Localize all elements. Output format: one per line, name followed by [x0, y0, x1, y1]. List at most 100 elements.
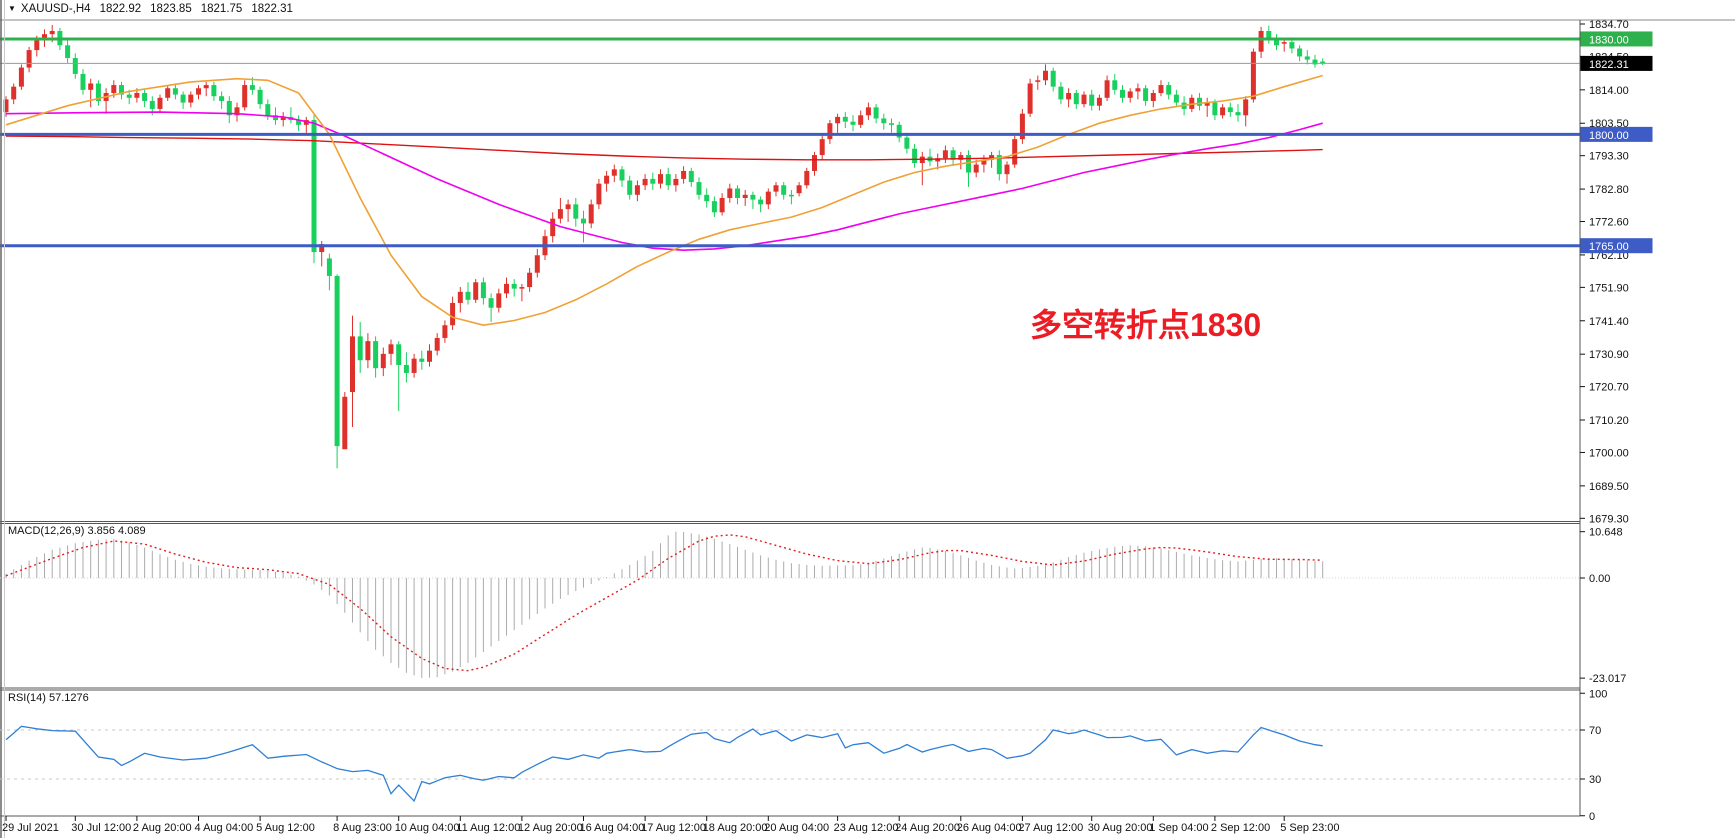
candle	[1250, 51, 1256, 100]
candle	[1289, 42, 1295, 49]
price-level-badge[interactable]	[1580, 126, 1653, 142]
candle	[419, 358, 425, 362]
candle	[473, 282, 479, 300]
candle	[1204, 102, 1210, 106]
time-tick-label: 20 Aug 04:00	[764, 822, 829, 834]
candle	[650, 178, 656, 184]
candle	[581, 218, 586, 224]
candle	[427, 350, 432, 362]
candle	[1189, 97, 1195, 109]
price-level-badge[interactable]	[1580, 31, 1653, 47]
symbol-dropdown-icon[interactable]: ▼	[8, 3, 16, 13]
candle	[1227, 107, 1233, 113]
time-axis[interactable]: 29 Jul 2021 30 Jul 12:00 2 Aug 20:00 4 Aug …	[2, 816, 1340, 834]
candle	[1050, 70, 1056, 87]
candle	[665, 174, 671, 186]
time-tick-label: 24 Aug 20:00	[895, 822, 960, 834]
rsi-tick-label: 70	[1589, 725, 1601, 737]
candle	[511, 283, 517, 289]
candle	[1012, 139, 1018, 165]
candle	[950, 150, 956, 160]
price-level-badge[interactable]	[1580, 238, 1653, 254]
ma-fast-line	[5, 74, 1323, 327]
price-tick-label: 1793.30	[1589, 151, 1629, 163]
candle	[981, 159, 987, 165]
candle	[1243, 99, 1249, 116]
candle	[1143, 88, 1149, 101]
time-tick-label: 2 Sep 12:00	[1211, 822, 1270, 834]
price-level-badge-text: 1822.31	[1589, 59, 1629, 71]
rsi-axis: 100 70 30 0	[1580, 688, 1607, 823]
ohlc-open: 1822.92	[99, 3, 142, 15]
candle	[1058, 86, 1064, 100]
ma-slow-line	[5, 135, 1323, 161]
macd-histogram	[5, 531, 1324, 679]
candle	[896, 124, 902, 138]
candle	[973, 164, 979, 173]
chart-title-bar: ▼ XAUUSD-,H4 1822.92 1823.85 1821.75 182…	[8, 3, 293, 15]
candle	[111, 85, 117, 94]
candle	[819, 139, 825, 156]
macd-tick-label: 10.648	[1589, 527, 1623, 539]
price-axis[interactable]: 1834.701824.501814.001803.501793.301782.…	[1580, 19, 1653, 525]
candle	[942, 150, 948, 159]
price-tick-label: 1772.60	[1589, 217, 1629, 229]
candle	[1027, 83, 1033, 114]
candle	[1150, 93, 1156, 101]
candle	[311, 120, 317, 253]
candle	[357, 336, 363, 361]
candle	[234, 107, 240, 116]
candle	[658, 174, 663, 184]
candle	[604, 175, 610, 184]
candle	[88, 83, 94, 90]
candle	[457, 291, 463, 303]
candle	[1104, 80, 1110, 98]
candle	[296, 120, 302, 125]
candle	[889, 123, 894, 125]
time-tick-label: 26 Aug 04:00	[957, 822, 1022, 834]
candle	[365, 341, 371, 361]
candle	[504, 283, 509, 294]
time-tick-label: 11 Aug 12:00	[456, 822, 520, 834]
price-tick-label: 1741.40	[1589, 316, 1629, 328]
candle	[865, 107, 871, 116]
candle	[858, 115, 864, 125]
rsi-panel[interactable]	[0, 725, 1580, 803]
macd-axis: 10.648 0.00 -23.017	[1580, 527, 1626, 685]
time-tick-label: 4 Aug 04:00	[195, 822, 254, 834]
main-chart-panel[interactable]	[3, 24, 1326, 469]
macd-tick-label: -23.017	[1589, 673, 1626, 685]
price-tick-label: 1730.90	[1589, 349, 1629, 361]
price-tick-label: 1679.30	[1589, 513, 1629, 525]
candle	[1043, 70, 1048, 81]
price-tick-label: 1782.80	[1589, 184, 1629, 196]
candle	[1266, 30, 1272, 39]
macd-panel[interactable]	[0, 531, 1580, 679]
candle	[611, 169, 617, 176]
candle	[380, 353, 386, 369]
annotation-text: 多空转折点1830	[1030, 307, 1262, 343]
candle	[996, 155, 1002, 175]
candle	[1112, 80, 1118, 90]
candle	[188, 94, 194, 103]
candle	[842, 116, 848, 122]
candle	[411, 358, 417, 373]
candle	[619, 169, 625, 181]
candle	[550, 218, 556, 237]
candle	[326, 258, 332, 276]
candle	[134, 93, 140, 98]
candle	[750, 194, 756, 200]
candle	[342, 396, 348, 450]
candle	[804, 170, 810, 186]
time-tick-label: 8 Aug 23:00	[333, 822, 392, 834]
candle	[557, 209, 563, 219]
price-level-badge[interactable]	[1580, 55, 1653, 71]
candle	[527, 272, 533, 288]
candle	[172, 88, 178, 95]
candle	[226, 100, 232, 116]
candle	[912, 148, 918, 164]
candle	[1089, 94, 1095, 106]
candle	[211, 85, 217, 97]
price-tick-label: 1751.90	[1589, 282, 1629, 294]
